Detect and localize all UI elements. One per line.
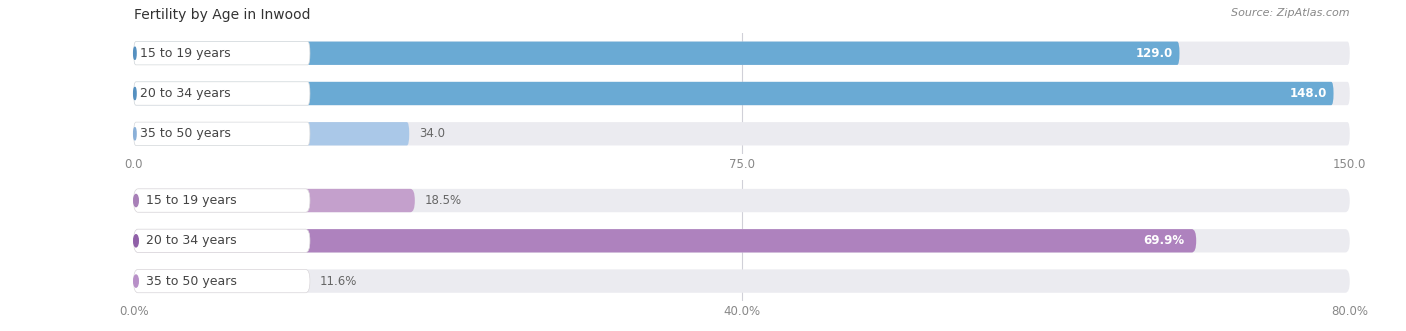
Text: 69.9%: 69.9% [1143,234,1184,247]
FancyBboxPatch shape [134,122,1350,145]
FancyBboxPatch shape [134,229,1197,253]
Text: 35 to 50 years: 35 to 50 years [146,275,236,288]
FancyBboxPatch shape [134,229,1350,253]
Circle shape [134,87,136,100]
FancyBboxPatch shape [134,42,1180,65]
FancyBboxPatch shape [134,269,309,293]
FancyBboxPatch shape [134,189,415,212]
FancyBboxPatch shape [134,189,1350,212]
Circle shape [134,47,136,59]
Text: 35 to 50 years: 35 to 50 years [141,127,231,140]
Circle shape [134,235,138,247]
FancyBboxPatch shape [134,122,409,145]
Text: 15 to 19 years: 15 to 19 years [146,194,236,207]
Text: 148.0: 148.0 [1289,87,1327,100]
Text: 34.0: 34.0 [419,127,444,140]
Text: 20 to 34 years: 20 to 34 years [146,234,236,247]
FancyBboxPatch shape [134,269,309,293]
FancyBboxPatch shape [134,189,309,212]
FancyBboxPatch shape [134,269,1350,293]
FancyBboxPatch shape [134,42,309,65]
Text: 15 to 19 years: 15 to 19 years [141,47,231,60]
FancyBboxPatch shape [134,82,309,105]
Text: 129.0: 129.0 [1136,47,1173,60]
Circle shape [134,275,138,287]
FancyBboxPatch shape [134,82,1350,105]
FancyBboxPatch shape [134,229,309,253]
Text: 18.5%: 18.5% [425,194,461,207]
Text: 11.6%: 11.6% [319,275,357,288]
FancyBboxPatch shape [134,42,1350,65]
Text: Source: ZipAtlas.com: Source: ZipAtlas.com [1232,8,1350,18]
Text: 20 to 34 years: 20 to 34 years [141,87,231,100]
Circle shape [134,194,138,207]
FancyBboxPatch shape [134,82,1333,105]
Text: Fertility by Age in Inwood: Fertility by Age in Inwood [134,8,311,22]
FancyBboxPatch shape [134,122,309,145]
Circle shape [134,128,136,140]
